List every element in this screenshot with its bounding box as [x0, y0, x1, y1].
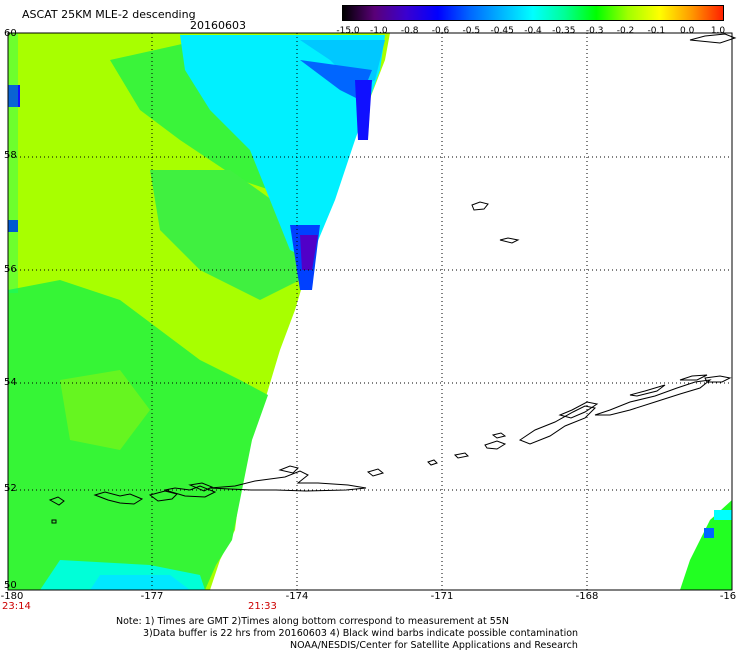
lat-label-58: 58	[4, 150, 17, 161]
lon-label-165: -16	[719, 591, 737, 602]
note-line-1: Note: 1) Times are GMT 2)Times along bot…	[116, 616, 509, 627]
colorbar-tick: -0.5	[462, 26, 481, 36]
colorbar-tick: -0.2	[616, 26, 635, 36]
lat-label-60: 60	[4, 28, 17, 39]
colorbar-tick: -15.0	[336, 26, 360, 36]
colorbar-tick: -0.8	[400, 26, 419, 36]
colorbar-tick: -0.4	[524, 26, 542, 36]
colorbar-tick: -0.1	[647, 26, 666, 36]
lat-label-56: 56	[4, 264, 17, 275]
coastline	[48, 33, 737, 524]
graticule	[8, 33, 732, 590]
time-label-left: 23:14	[2, 601, 31, 612]
colorbar-tick: -0.3	[585, 26, 604, 36]
data-swath	[8, 33, 732, 590]
colorbar-tick: -0.6	[431, 26, 450, 36]
lon-label-168: -168	[575, 591, 599, 602]
colorbar-tick: -0.45	[490, 26, 514, 36]
note-line-3: NOAA/NESDIS/Center for Satellite Applica…	[290, 640, 578, 651]
lon-label-171: -171	[430, 591, 454, 602]
lon-label-177: -177	[140, 591, 164, 602]
lat-label-52: 52	[4, 483, 17, 494]
map-frame	[7, 32, 733, 591]
lon-label-180: -180	[0, 591, 24, 602]
colorbar-tick: -1.0	[370, 26, 388, 36]
colorbar-tick: 1.0	[710, 26, 726, 36]
lat-label-50: 50	[4, 580, 17, 591]
colorbar-tick: -0.35	[552, 26, 576, 36]
lon-label-174: -174	[285, 591, 309, 602]
colorbar-tick: 0.0	[679, 26, 695, 36]
colorbar	[342, 5, 724, 21]
map-title: ASCAT 25KM MLE-2 descending	[22, 8, 196, 21]
time-label-mid: 21:33	[248, 601, 277, 612]
map-date: 20160603	[190, 19, 246, 32]
lat-label-54: 54	[4, 377, 17, 388]
note-line-2: 3)Data buffer is 22 hrs from 20160603 4)…	[143, 628, 579, 639]
